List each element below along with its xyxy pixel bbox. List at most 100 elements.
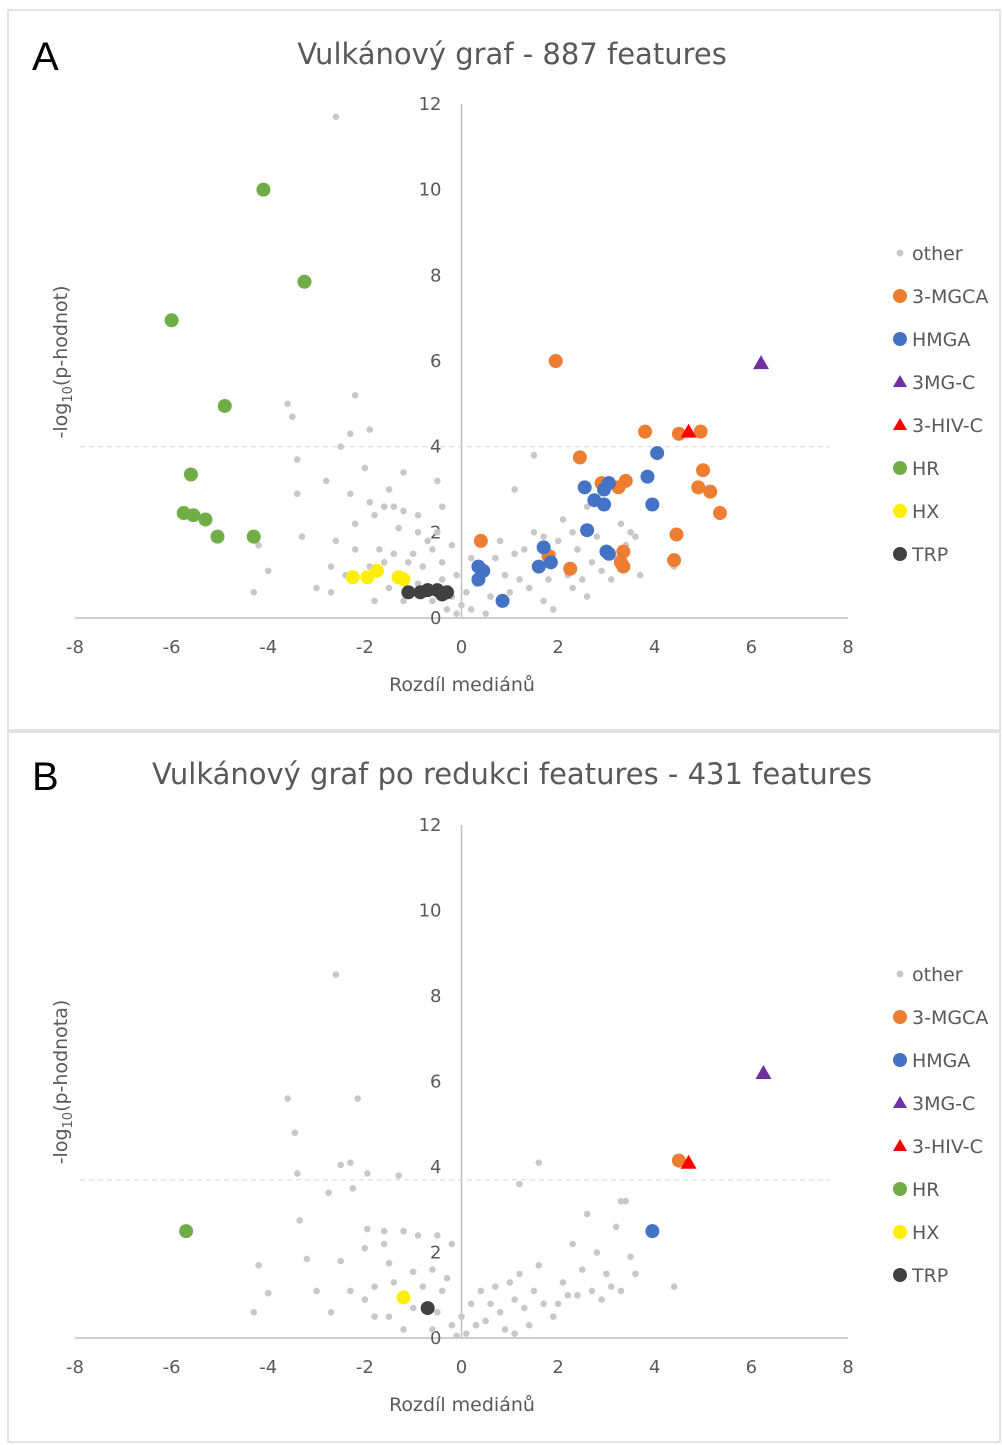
panel-a-point-other [549, 606, 557, 613]
panel-b-point-other [492, 1283, 499, 1290]
panel-b-point-other [313, 1287, 320, 1295]
panel-a-point-hmga [577, 480, 592, 495]
panel-a-point-other [385, 584, 393, 592]
panel-a-point-trp [440, 585, 455, 600]
panel-b-point-other [380, 1227, 388, 1235]
panel-b-point-other [434, 1309, 441, 1316]
panel-b-point-other [409, 1268, 417, 1276]
panel-b-point-other [347, 1287, 354, 1295]
panel-a-point-other [409, 550, 417, 558]
panel-a-x-tick-label: 2 [552, 637, 563, 658]
panel-a-legend: other 3-MGCA HMGA 3MG-C 3-HIV-C HR HX TRP [893, 243, 988, 566]
panel-b-legend-label-hx: HX [912, 1222, 939, 1244]
panel-a-point-hmga [640, 469, 655, 484]
panel-a-x-tick-label: 8 [842, 637, 853, 658]
panel-a-point-other [400, 597, 407, 605]
panel-a-point-other [332, 537, 340, 545]
panel-b-x-tick-label: -6 [163, 1357, 181, 1378]
panel-b-y-tick-label: 2 [430, 1243, 441, 1264]
panel-a-point-trp [401, 585, 416, 600]
panel-b-point-other [429, 1266, 436, 1273]
panel-b-point-other [349, 1185, 357, 1192]
panel-b-legend-label-hmga: HMGA [912, 1050, 970, 1072]
panel-a-point-other [366, 426, 374, 433]
panel-a-legend-label-3-mgca: 3-MGCA [912, 286, 988, 308]
panel-a-point-other [385, 486, 393, 493]
panel-b-point-other [400, 1227, 407, 1235]
panel-a-point-other [467, 606, 475, 613]
panel-b-legend-marker-3-hiv-c [893, 1139, 907, 1151]
panel-a-frame [7, 9, 1001, 731]
panel-a-point-other [419, 563, 427, 570]
panel-a-point-other [632, 533, 639, 540]
panel-b-point-other [390, 1279, 398, 1286]
panel-a-point-3-mgca [712, 506, 727, 521]
panel-a-point-other [588, 559, 596, 566]
panel-a-point-hr [183, 467, 198, 482]
panel-b-x-axis-title: Rozdíl mediánů [389, 1394, 535, 1416]
panel-a-point-other [443, 606, 451, 613]
panel-a-point-other [264, 567, 272, 575]
panel-a-point-other [361, 464, 369, 472]
panel-b-point-other [361, 1244, 369, 1252]
panel-b-point-other [438, 1287, 446, 1295]
panel-b-legend-label-other: other [912, 964, 963, 986]
panel-a-point-hmga [531, 559, 546, 574]
panel-a-point-other [400, 507, 407, 515]
panel-a-point-other [506, 589, 514, 596]
panel-a-point-other [617, 520, 625, 528]
panel-a-point-other [487, 593, 494, 600]
panel-a-point-3-mgca [616, 559, 631, 574]
panel-b-point-other [354, 1095, 361, 1102]
panel-a-point-other [366, 499, 374, 506]
panel-a-point-other [438, 576, 446, 583]
panel-b-point-hr [179, 1224, 194, 1239]
panel-a-point-3-hiv-c [680, 423, 697, 438]
panel-b-point-other [516, 1270, 523, 1278]
panel-a-point-hmga [495, 593, 510, 608]
panel-b-point-other [347, 1159, 354, 1167]
panel-a-point-hr [210, 529, 225, 544]
panel-a-point-other [607, 576, 615, 583]
panel-a-x-axis-title: Rozdíl mediánů [389, 674, 535, 696]
panel-a-point-other [458, 601, 465, 609]
panel-a-point-other [438, 559, 446, 566]
panel-b-point-3-hiv-c [680, 1154, 697, 1169]
panel-b-point-other [588, 1287, 596, 1295]
panel-b-point-trp [420, 1301, 435, 1316]
panel-a-point-other [351, 546, 359, 553]
panel-a-point-other [540, 533, 547, 540]
panel-b-point-other [414, 1232, 422, 1239]
panel-b-legend-label-3-mgca: 3-MGCA [912, 1007, 988, 1029]
panel-b-point-other [429, 1326, 436, 1333]
panel-a-point-other [583, 593, 591, 600]
panel-a-legend-marker-3-hiv-c [893, 418, 907, 430]
panel-a-point-other [598, 567, 605, 575]
panel-b-point-other [303, 1255, 311, 1263]
panel-a-point-other [627, 529, 634, 536]
panel-a-point-other [569, 529, 576, 536]
panel-a-point-other [400, 469, 407, 476]
panel-a-point-other [593, 533, 601, 540]
panel-b-point-other [264, 1289, 272, 1297]
panel-a-point-other [380, 503, 388, 510]
panel-a-point-other [496, 537, 504, 545]
panel-a-point-other [521, 546, 528, 553]
panel-b-x-tick-label: 2 [552, 1357, 563, 1378]
panel-a-point-hmga [580, 523, 595, 538]
panel-b-point-other [482, 1317, 489, 1325]
panel-b-x-tick-label: -4 [259, 1357, 277, 1378]
panel-a-point-3-mgca [696, 463, 711, 478]
panel-b-point-other [332, 971, 340, 978]
panel-b-point-other [617, 1197, 625, 1205]
panel-b-point-other [632, 1270, 639, 1278]
panel-a-point-3-mgca [616, 544, 631, 559]
panel-a-point-other [453, 571, 460, 579]
panel-a-point-other [511, 486, 518, 493]
panel-a-x-tick-label: 0 [456, 637, 467, 658]
panel-b-point-other [371, 1283, 378, 1290]
panel-b-point-other [296, 1217, 303, 1224]
panel-a-point-other [351, 520, 359, 528]
panel-a-point-other [525, 584, 533, 592]
panel-b-point-other [487, 1300, 494, 1308]
